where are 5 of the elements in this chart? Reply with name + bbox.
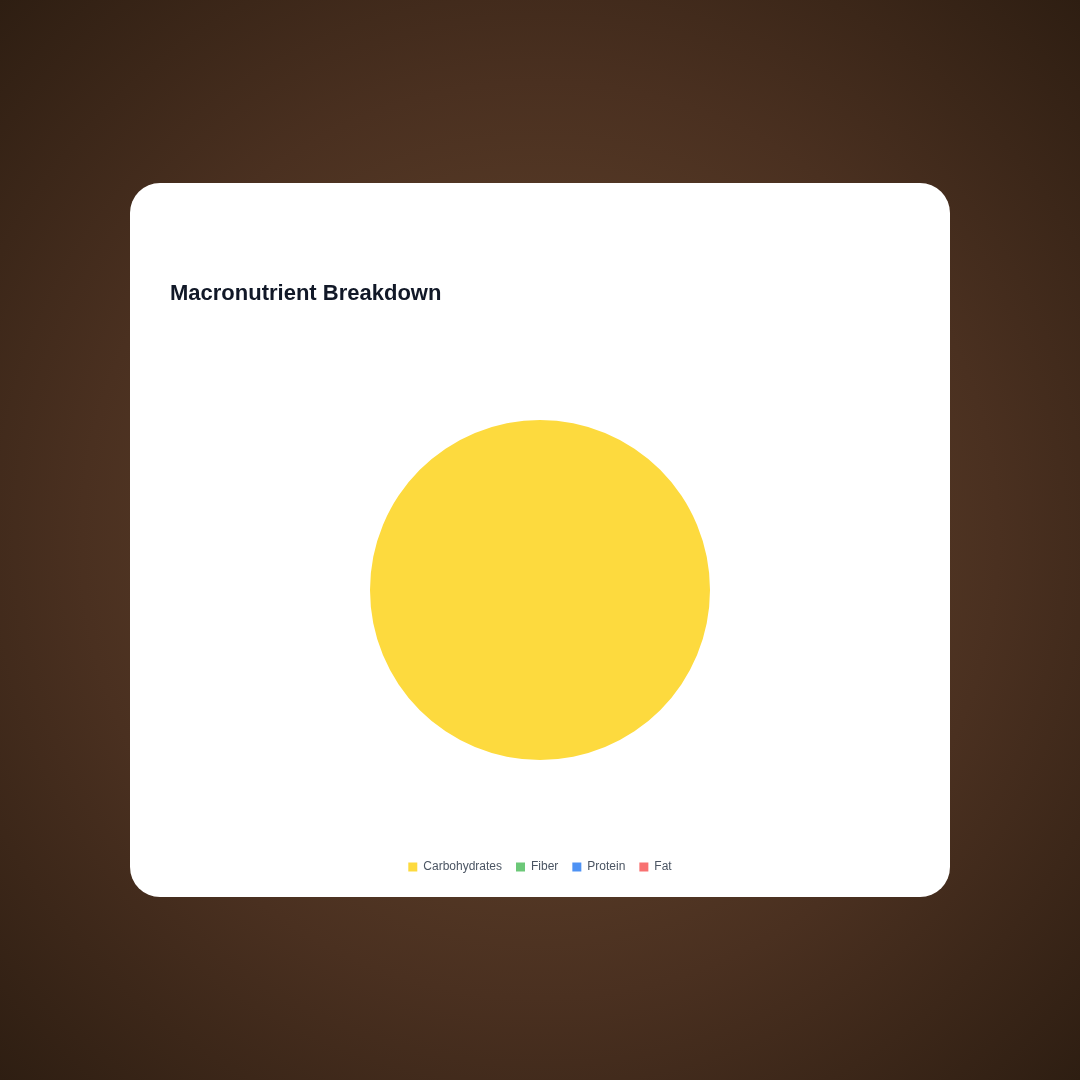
- chart-title: Macronutrient Breakdown: [170, 280, 442, 306]
- legend-label: Protein: [587, 859, 626, 874]
- legend-label: Fat: [654, 859, 673, 874]
- legend-label: Carbohydrates: [423, 859, 503, 874]
- legend-label: Fiber: [531, 859, 559, 874]
